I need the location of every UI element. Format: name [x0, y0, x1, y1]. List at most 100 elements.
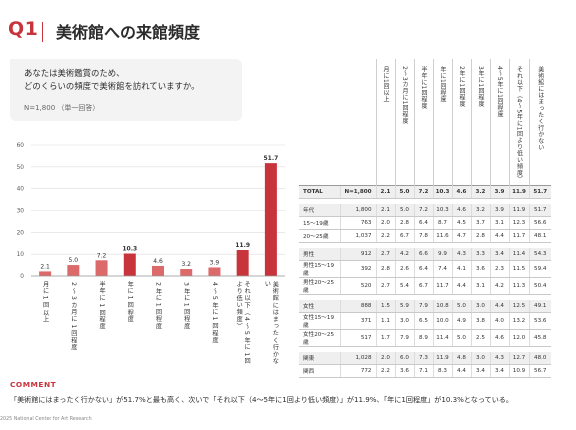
- value-cell: 2.1: [375, 184, 395, 199]
- row-label: 20〜25歳: [299, 229, 340, 243]
- value-cell: 3.0: [470, 351, 490, 365]
- value-cell: 4.9: [451, 312, 471, 330]
- value-cell: 3.4: [470, 364, 490, 378]
- value-cell: 2.8: [375, 260, 395, 278]
- value-cell: 3.0: [394, 312, 414, 330]
- column-header-label: 美術館にはまったく行かない: [536, 66, 544, 151]
- value-cell: 9.9: [432, 247, 452, 261]
- value-cell: 2.8: [394, 216, 414, 230]
- sample-size-cell: 517: [339, 329, 376, 347]
- value-cell: 54.3: [528, 247, 551, 261]
- y-tick-label: 30: [17, 209, 25, 215]
- value-cell: 2.7: [375, 247, 395, 261]
- value-cell: 1.5: [375, 299, 395, 313]
- data-label: 5.0: [69, 257, 79, 264]
- sample-size-cell: 912: [339, 247, 376, 261]
- value-cell: 12.3: [508, 216, 529, 230]
- value-cell: 10.0: [432, 312, 452, 330]
- value-cell: 5.0: [451, 299, 471, 313]
- value-cell: 5.4: [394, 277, 414, 295]
- value-cell: 3.6: [394, 364, 414, 378]
- row-spacer: [299, 242, 551, 248]
- sample-size-cell: 763: [339, 216, 376, 230]
- value-cell: 1.1: [375, 312, 395, 330]
- value-cell: 12.0: [508, 329, 529, 347]
- table-row: 関東 1,028 2.0 6.0 7.3 11.9 4.8 3.0 4.3 12.7 48.0: [299, 351, 551, 365]
- column-header-label: それ以下（4〜5年に1回より低い頻度）: [515, 66, 523, 183]
- value-cell: 11.9: [508, 203, 529, 217]
- data-label: 51.7: [263, 155, 278, 162]
- y-tick-label: 20: [17, 230, 25, 236]
- value-cell: 56.7: [528, 364, 551, 378]
- row-label: 関西: [299, 364, 340, 378]
- value-cell: 2.7: [375, 277, 395, 295]
- value-cell: 10.3: [432, 203, 452, 217]
- sample-size-cell: 1,028: [339, 351, 376, 365]
- comment-heading: COMMENT: [10, 380, 57, 389]
- question-line-1: あなたは美術鑑賞のため、: [24, 68, 125, 78]
- table-row: 女性 888 1.5 5.9 7.9 10.8 5.0 3.0 4.4 12.5 49.1: [299, 299, 551, 313]
- value-cell: 3.8: [470, 312, 490, 330]
- table-row: 15〜19歳 763 2.0 2.8 6.4 8.7 4.5 3.7 3.1 12.3 56.6: [299, 216, 551, 230]
- value-cell: 4.4: [451, 364, 471, 378]
- value-cell: 2.2: [375, 229, 395, 243]
- value-cell: 6.6: [413, 247, 433, 261]
- question-box: あなたは美術鑑賞のため、 どのくらいの頻度で美術館を訪れていますか。 N=1,8…: [10, 59, 242, 121]
- question-number: Q1: [8, 18, 39, 40]
- value-cell: 11.4: [432, 329, 452, 347]
- value-cell: 6.0: [394, 351, 414, 365]
- row-label: 女性15〜19歳: [299, 312, 340, 330]
- column-header: 美術館にはまったく行かない: [528, 59, 551, 186]
- value-cell: 11.3: [508, 277, 529, 295]
- value-cell: 3.4: [489, 364, 509, 378]
- value-cell: 3.6: [470, 260, 490, 278]
- row-spacer: [299, 294, 551, 300]
- table-row: 男性 912 2.7 4.2 6.6 9.9 4.3 3.3 3.4 11.4 54.3: [299, 247, 551, 261]
- row-label: 15〜19歳: [299, 216, 340, 230]
- value-cell: 4.5: [451, 216, 471, 230]
- value-cell: 11.5: [508, 260, 529, 278]
- y-tick-label: 10: [17, 252, 25, 258]
- value-cell: 45.8: [528, 329, 551, 347]
- value-cell: 48.1: [528, 229, 551, 243]
- column-header-label: 2年に1回程度: [458, 66, 465, 108]
- row-label: 男性15〜19歳: [299, 260, 340, 278]
- table-row: 女性15〜19歳 371 1.1 3.0 6.5 10.0 4.9 3.8 4.0 13.2 53.…: [299, 312, 551, 330]
- column-header-label: 3年に1回程度: [477, 66, 484, 108]
- value-cell: 7.3: [413, 351, 433, 365]
- value-cell: 7.4: [432, 260, 452, 278]
- value-cell: 2.2: [375, 364, 395, 378]
- column-header: 半年に1回程度: [413, 59, 433, 186]
- value-cell: 5.0: [394, 184, 414, 199]
- column-header: 3年に1回程度: [470, 59, 490, 186]
- question-text: あなたは美術鑑賞のため、 どのくらいの頻度で美術館を訪れていますか。: [24, 67, 199, 93]
- value-cell: 4.2: [489, 277, 509, 295]
- value-cell: 5.0: [394, 203, 414, 217]
- row-label: 男性20〜25歳: [299, 277, 340, 295]
- bar: [67, 265, 80, 276]
- value-cell: 59.4: [528, 260, 551, 278]
- sample-size-cell: 1,800: [339, 203, 376, 217]
- column-header: それ以下（4〜5年に1回より低い頻度）: [508, 59, 529, 186]
- value-cell: 8.9: [413, 329, 433, 347]
- spacer-cell: [299, 198, 551, 204]
- value-cell: 3.9: [489, 184, 509, 199]
- column-header: 2〜3カ月に1回程度: [394, 59, 414, 186]
- row-spacer: [299, 346, 551, 352]
- table-row: 女性20〜25歳 517 1.7 7.9 8.9 11.4 5.0 2.5 4.6 12.0 45.…: [299, 329, 551, 347]
- column-header-label: 月に1回以上: [382, 66, 389, 103]
- value-cell: 6.7: [394, 229, 414, 243]
- value-cell: 7.8: [413, 229, 433, 243]
- sample-size-cell: 520: [339, 277, 376, 295]
- value-cell: 48.0: [528, 351, 551, 365]
- y-tick-label: 50: [17, 165, 25, 171]
- column-header: [299, 59, 340, 185]
- bar: [180, 269, 193, 276]
- value-cell: 51.7: [528, 203, 551, 217]
- bar: [236, 250, 249, 276]
- value-cell: 12.5: [508, 299, 529, 313]
- sample-size-cell: 888: [339, 299, 376, 313]
- row-label: 女性: [299, 299, 340, 313]
- sample-size-cell: 1,037: [339, 229, 376, 243]
- value-cell: 11.7: [508, 229, 529, 243]
